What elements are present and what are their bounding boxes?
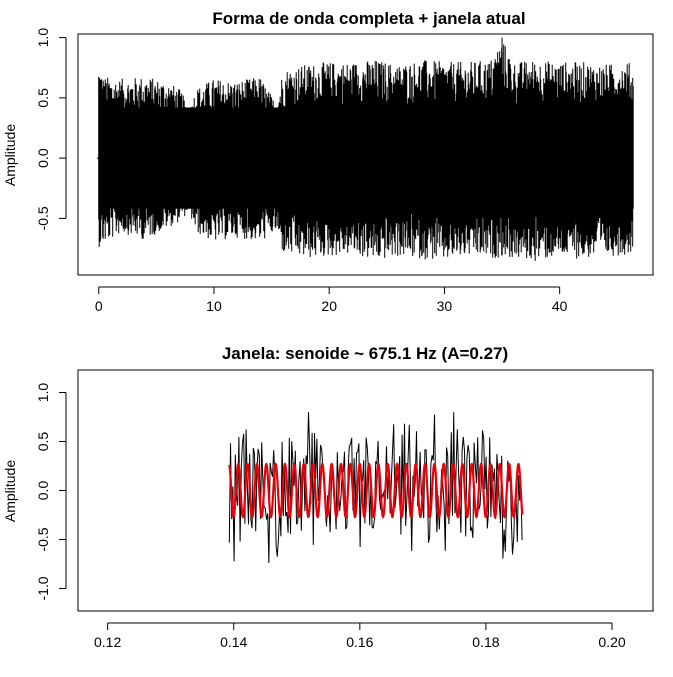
chart-bottom-x-tick-label: 0.16 [346, 634, 373, 650]
chart-top-x-tick-label: 10 [206, 298, 222, 314]
chart-bottom-x-tick-label: 0.12 [94, 634, 121, 650]
window-sinusoid-fit-line [228, 462, 524, 519]
chart-bottom-y-tick-label: -1.0 [35, 576, 51, 600]
chart-bottom-y-axis: -1.0 -0.5 0.0 0.5 1.0 [35, 383, 67, 601]
chart-bottom-y-tick-label: 1.0 [35, 383, 51, 403]
chart-bottom-x-tick-label: 0.18 [472, 634, 499, 650]
chart-top-x-axis: 0 10 20 30 40 [95, 286, 568, 314]
chart-bottom-series [228, 412, 524, 564]
window-signal-line [228, 412, 523, 564]
chart-top-y-axis: -0.5 0.0 0.5 1.0 [35, 28, 67, 230]
chart-bottom: Janela: senoide ~ 675.1 Hz (A=0.27) Ampl… [2, 344, 654, 650]
chart-top-series [97, 37, 634, 261]
chart-top-x-tick-label: 0 [95, 298, 103, 314]
chart-bottom-y-tick-label: -0.5 [35, 527, 51, 551]
chart-bottom-plot-frame [77, 369, 654, 612]
chart-top-x-tick-label: 40 [552, 298, 568, 314]
chart-bottom-y-tick-label: 0.0 [35, 481, 51, 501]
chart-bottom-x-tick-label: 0.14 [220, 634, 247, 650]
chart-bottom-title: Janela: senoide ~ 675.1 Hz (A=0.27) [222, 344, 508, 363]
chart-top-ylabel: Amplitude [2, 124, 18, 186]
chart-top-y-tick-label: 0.0 [35, 148, 51, 168]
chart-bottom-y-tick-label: 0.5 [35, 432, 51, 452]
waveform-line [98, 44, 634, 261]
chart-top-title: Forma de onda completa + janela atual [212, 9, 525, 28]
chart-bottom-x-tick-label: 0.20 [598, 634, 625, 650]
chart-top-y-tick-label: 0.5 [35, 88, 51, 108]
chart-top: Forma de onda completa + janela atual Am… [2, 9, 654, 314]
chart-top-y-tick-label: -0.5 [35, 206, 51, 230]
chart-bottom-x-axis: 0.12 0.14 0.16 0.18 0.20 [94, 622, 626, 650]
chart-top-plot-frame [77, 33, 654, 276]
chart-top-y-tick-label: 1.0 [35, 28, 51, 48]
chart-top-x-tick-label: 20 [321, 298, 337, 314]
chart-bottom-ylabel: Amplitude [2, 460, 18, 522]
chart-top-x-tick-label: 30 [437, 298, 453, 314]
